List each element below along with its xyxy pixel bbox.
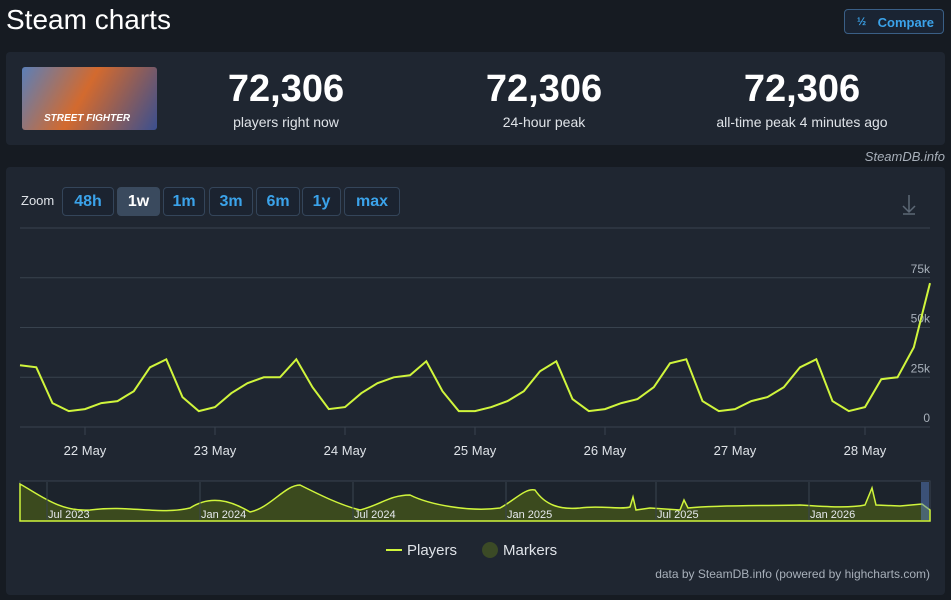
stat-label: players right now xyxy=(233,114,339,130)
stats-panel xyxy=(6,52,945,145)
zoom-button[interactable]: 1y xyxy=(302,187,341,216)
source: SteamDB.info xyxy=(864,149,945,164)
navigator-label: Jul 2025 xyxy=(657,509,699,521)
zoom-button[interactable]: 3m xyxy=(209,187,253,216)
x-tick-label: 24 May xyxy=(324,443,367,458)
navigator-label: Jul 2024 xyxy=(354,509,396,521)
navigator-series xyxy=(19,482,931,522)
zoom-button[interactable]: 1w xyxy=(117,187,160,216)
credit: data by SteamDB.info (powered by highcha… xyxy=(655,567,930,581)
series-line xyxy=(19,282,931,413)
zoom-button[interactable]: 48h xyxy=(62,187,114,216)
zoom-button[interactable]: 6m xyxy=(256,187,300,216)
page-title: Steam charts xyxy=(6,4,171,35)
game-image: STREET FIGHTER xyxy=(22,67,157,130)
x-tick-label: 22 May xyxy=(64,443,107,458)
x-tick-label: 27 May xyxy=(714,443,757,458)
zoom-button[interactable]: max xyxy=(344,187,400,216)
navigator-label: Jul 2023 xyxy=(48,509,90,521)
y-tick-label: 0 xyxy=(923,411,930,425)
x-tick-label: 26 May xyxy=(584,443,627,458)
x-tick-label: 23 May xyxy=(194,443,237,458)
zoom-label: Zoom xyxy=(21,193,55,208)
navigator-label: Jan 2026 xyxy=(810,509,855,521)
navigator-handle[interactable] xyxy=(921,482,929,520)
navigator-label: Jan 2024 xyxy=(201,509,246,521)
stat-value: 72,306 xyxy=(743,68,861,110)
stat-value: 72,306 xyxy=(485,68,603,110)
zoom-button[interactable]: 1m xyxy=(163,187,205,216)
download-icon[interactable] xyxy=(902,195,916,215)
x-tick-label: 28 May xyxy=(844,443,887,458)
compare-button[interactable]: ½ Compare xyxy=(844,9,944,34)
legend-label[interactable]: Markers xyxy=(503,542,557,559)
stat-value: 72,306 xyxy=(227,68,345,110)
game-image-text: STREET FIGHTER xyxy=(44,113,131,124)
x-tick-label: 25 May xyxy=(454,443,497,458)
stat-label: all-time peak 4 minutes ago xyxy=(716,114,888,130)
y-tick-label: 75k xyxy=(911,262,931,276)
legend-label[interactable]: Players xyxy=(407,542,457,559)
compare-label: Compare xyxy=(877,15,934,30)
navigator-label: Jan 2025 xyxy=(507,509,552,521)
legend-marker xyxy=(482,542,498,558)
stat-label: 24-hour peak xyxy=(502,114,586,130)
y-tick-label: 25k xyxy=(911,361,931,375)
